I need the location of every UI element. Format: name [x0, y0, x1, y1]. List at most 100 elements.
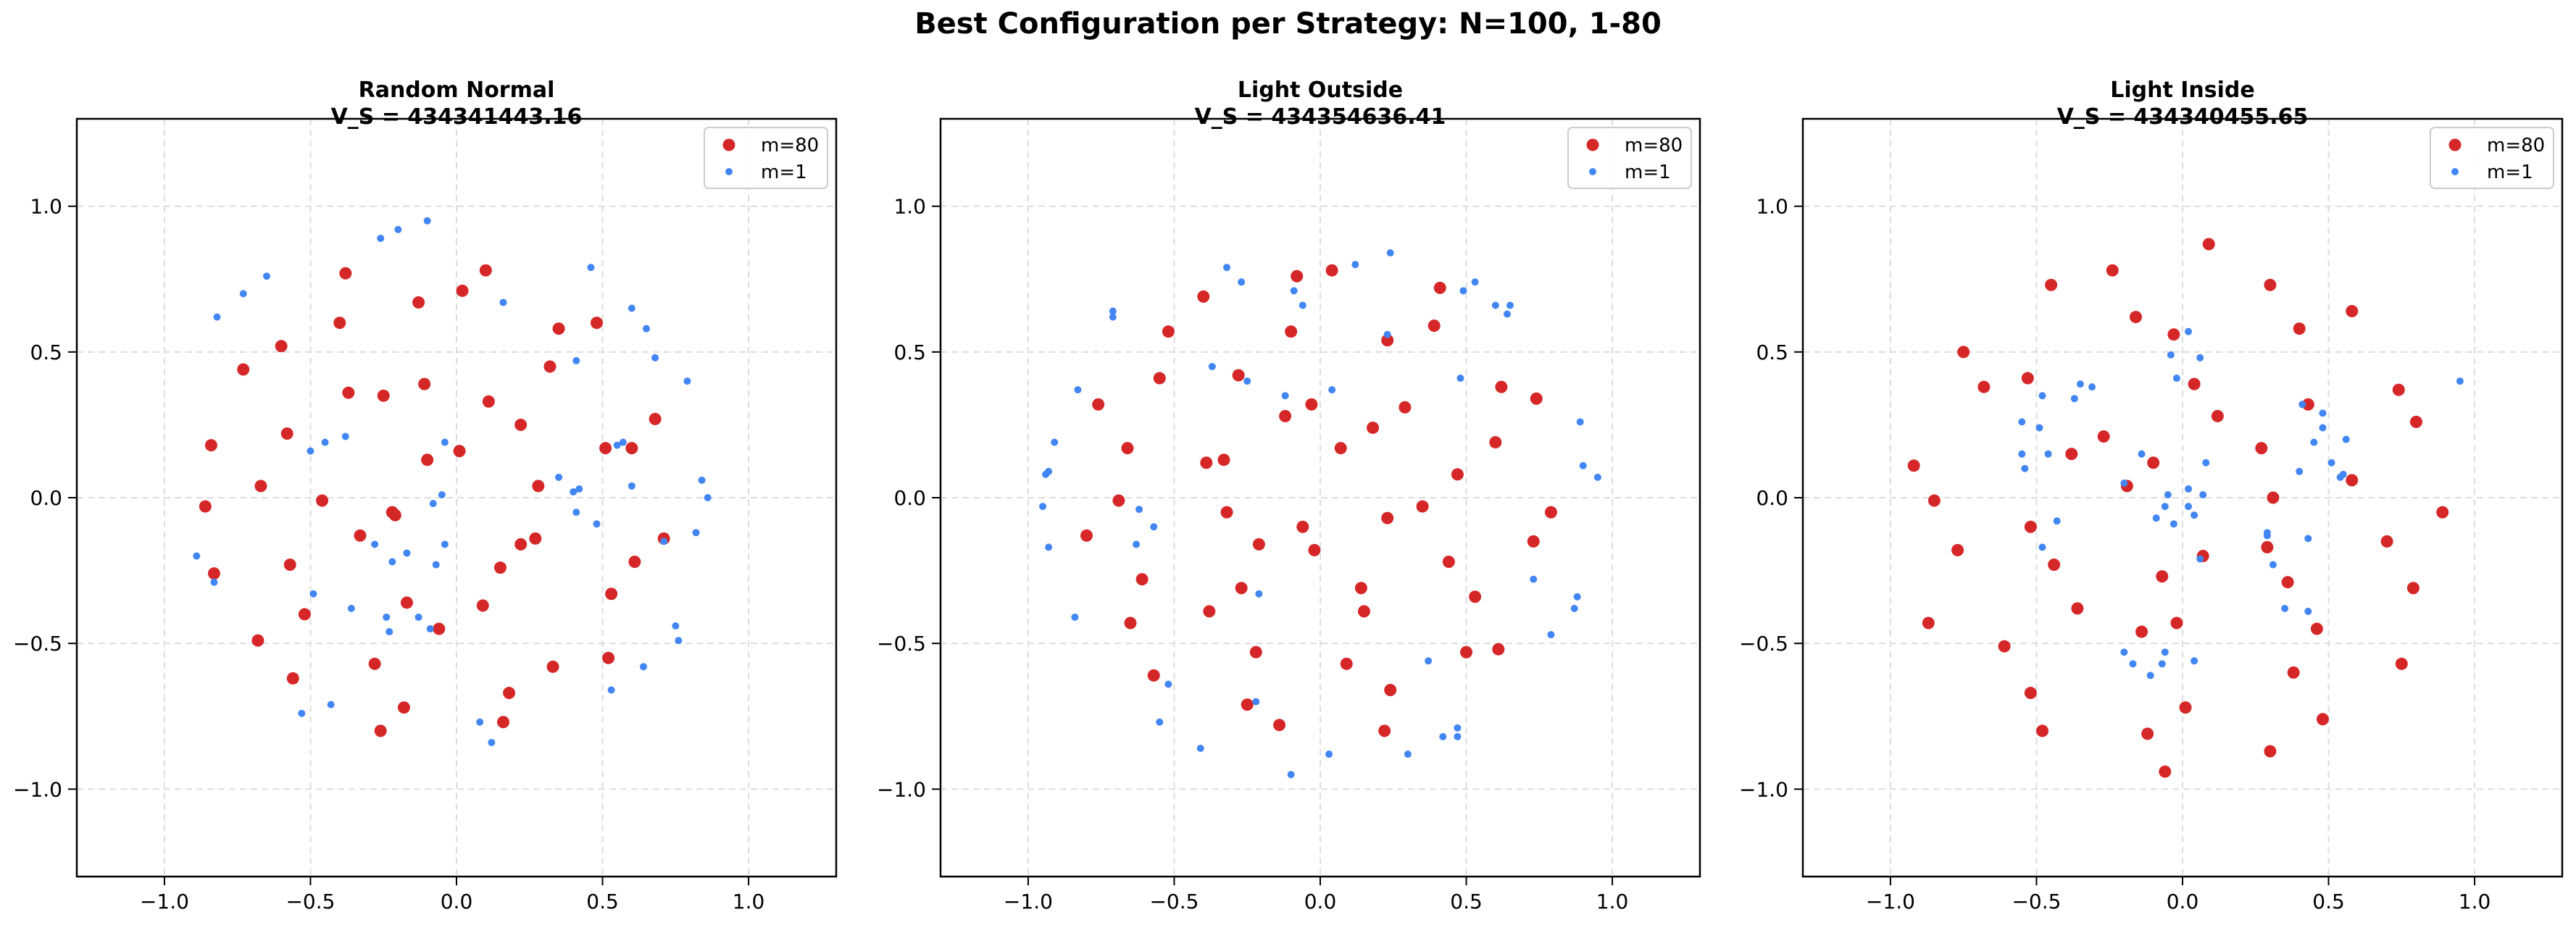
panel-title: Random Normal [359, 78, 555, 103]
data-point [529, 532, 542, 545]
data-point [2070, 395, 2078, 403]
data-point [1378, 724, 1391, 737]
y-tick-label: 0.0 [30, 486, 62, 510]
data-point [283, 559, 296, 572]
data-point [321, 438, 329, 446]
x-tick-label: 0.0 [441, 890, 473, 914]
data-point [2170, 616, 2183, 630]
data-point [2281, 576, 2294, 589]
data-point [1223, 264, 1231, 272]
data-point [1325, 751, 1333, 758]
data-point [672, 622, 680, 630]
data-point [368, 657, 381, 670]
data-point [385, 628, 393, 636]
data-point [213, 313, 221, 321]
data-point [1404, 751, 1412, 758]
y-tick-label: 0.5 [893, 340, 926, 364]
x-tick-label: 0.0 [1304, 890, 1337, 914]
data-point [1217, 453, 1230, 467]
scatter-panel-2: −1.0 −1.0 −0.5 −0.5 0.0 0.0 0.5 0.5 1.0 1.0 Light … [877, 78, 1701, 914]
data-point [1544, 506, 1557, 519]
data-point [675, 637, 683, 645]
data-point [347, 604, 355, 612]
legend: m=80 m=1 [704, 127, 828, 189]
data-point [1243, 377, 1251, 385]
data-point [1957, 346, 1970, 359]
data-point [1951, 543, 1964, 556]
data-point [1416, 500, 1429, 513]
data-point [1492, 643, 1505, 656]
data-point [2045, 278, 2058, 291]
data-point [572, 509, 580, 517]
data-point [2191, 657, 2198, 665]
data-point [496, 716, 509, 729]
data-point [2211, 409, 2224, 422]
data-point [2346, 474, 2359, 487]
legend-marker [1586, 138, 1599, 151]
data-point [479, 264, 492, 277]
data-point [1340, 657, 1353, 670]
legend: m=80 m=1 [1567, 127, 1692, 189]
data-point [1308, 543, 1321, 556]
data-point [2167, 328, 2180, 341]
data-point [2164, 490, 2172, 498]
data-point [503, 687, 516, 700]
data-point [1153, 372, 1166, 385]
y-tick-label: −0.5 [877, 632, 926, 656]
data-point [429, 500, 437, 508]
data-point [1527, 535, 1540, 548]
y-tick-label: −1.0 [877, 777, 926, 801]
data-point [1235, 582, 1248, 595]
data-point [237, 363, 250, 376]
data-point [441, 438, 449, 446]
data-point [2304, 535, 2312, 543]
data-point [251, 634, 264, 647]
data-point [2021, 464, 2029, 472]
data-point [371, 540, 379, 548]
data-point [1451, 468, 1464, 481]
x-tick-label: −1.0 [1866, 890, 1915, 914]
data-point [2169, 520, 2177, 528]
data-point [2261, 540, 2274, 553]
data-point [2185, 485, 2193, 493]
data-point [2159, 765, 2172, 778]
data-point [2409, 415, 2422, 428]
data-point [1459, 287, 1467, 295]
data-point [383, 613, 391, 621]
data-point [628, 556, 641, 569]
data-point [1547, 631, 1555, 639]
data-point [488, 738, 496, 746]
data-point [441, 540, 449, 548]
y-tick-label: −0.5 [13, 632, 62, 656]
data-point [1998, 640, 2011, 653]
data-point [199, 500, 212, 513]
data-point [1296, 520, 1309, 533]
data-point [1357, 605, 1370, 618]
data-point [499, 298, 507, 306]
data-point [2152, 514, 2160, 522]
data-point [1383, 330, 1391, 338]
data-point [2024, 520, 2037, 533]
data-point [2202, 459, 2210, 467]
data-point [2296, 467, 2304, 475]
data-point [1354, 582, 1367, 595]
series-m=80 [1907, 238, 2449, 778]
data-point [2179, 701, 2192, 714]
data-point [1922, 616, 1935, 630]
data-point [1506, 301, 1514, 309]
panel-subtitle: V_S = 434341443.16 [331, 104, 583, 130]
data-point [2167, 351, 2175, 359]
data-point [1290, 287, 1298, 295]
x-tick-label: 0.5 [586, 890, 619, 914]
data-point [377, 389, 390, 402]
data-point [400, 596, 413, 609]
data-point [532, 480, 545, 493]
data-point [625, 442, 638, 455]
data-point [651, 354, 659, 361]
data-point [1491, 301, 1499, 309]
data-point [683, 377, 691, 385]
legend-label: m=1 [761, 162, 807, 183]
panel-subtitle: V_S = 434354636.41 [1195, 104, 1446, 130]
x-tick-label: 1.0 [1596, 890, 1629, 914]
